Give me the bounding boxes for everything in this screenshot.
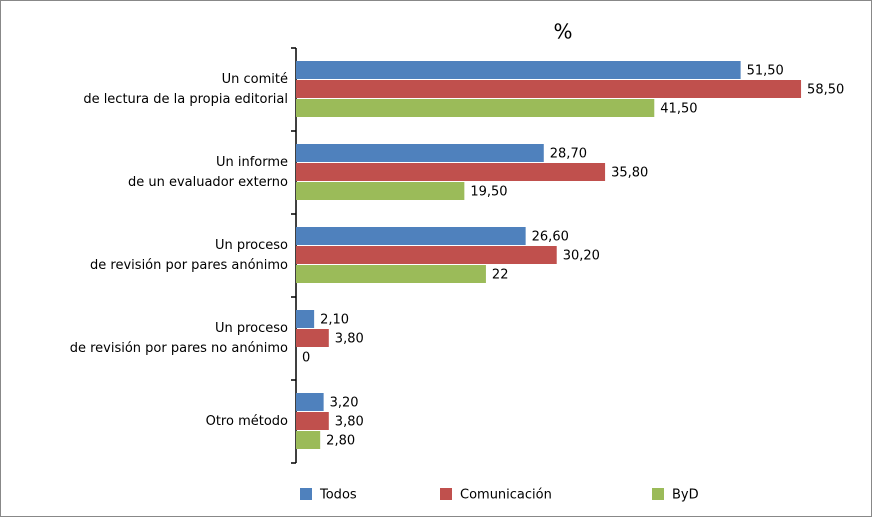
y-tick-label: Un informe [216, 155, 288, 170]
value-label: 0 [302, 351, 310, 366]
legend-swatch [652, 488, 664, 500]
y-tick-label: Un proceso [215, 238, 288, 253]
bar [296, 163, 606, 181]
value-label: 51,50 [747, 64, 784, 79]
y-tick-label: Otro método [206, 414, 288, 429]
bar [296, 61, 741, 79]
value-label: 28,70 [550, 147, 587, 162]
y-tick-label: de revisión por pares anónimo [90, 258, 288, 273]
legend-swatch [300, 488, 312, 500]
value-label: 35,80 [611, 166, 648, 181]
legend-label: Todos [319, 488, 357, 503]
bar [296, 227, 526, 245]
bar [296, 431, 321, 449]
bar [296, 265, 486, 283]
value-label: 2,10 [320, 313, 349, 328]
value-label: 41,50 [660, 102, 697, 117]
value-label: 3,20 [330, 396, 359, 411]
bar [296, 393, 324, 411]
value-label: 2,80 [326, 434, 355, 449]
y-tick-label: Un comité [222, 72, 288, 87]
y-tick-label: de un evaluador externo [128, 175, 288, 190]
value-label: 58,50 [807, 83, 844, 98]
bar [296, 182, 465, 200]
value-label: 30,20 [563, 249, 600, 264]
bar [296, 246, 557, 264]
bar [296, 310, 315, 328]
bar [296, 412, 329, 430]
value-label: 26,60 [532, 230, 569, 245]
bar [296, 99, 655, 117]
value-label: 19,50 [470, 185, 507, 200]
legend-label: Comunicación [460, 488, 552, 503]
bar [296, 80, 802, 98]
value-label: 3,80 [335, 415, 364, 430]
bar [296, 144, 544, 162]
value-label: 22 [492, 268, 509, 283]
bar [296, 329, 329, 347]
y-tick-label: de revisión por pares no anónimo [70, 341, 288, 356]
value-label: 3,80 [335, 332, 364, 347]
y-tick-label: Un proceso [215, 321, 288, 336]
legend-label: ByD [672, 488, 699, 503]
legend-swatch [440, 488, 452, 500]
chart-title: % [553, 20, 572, 44]
y-tick-label: de lectura de la propia editorial [83, 92, 288, 107]
